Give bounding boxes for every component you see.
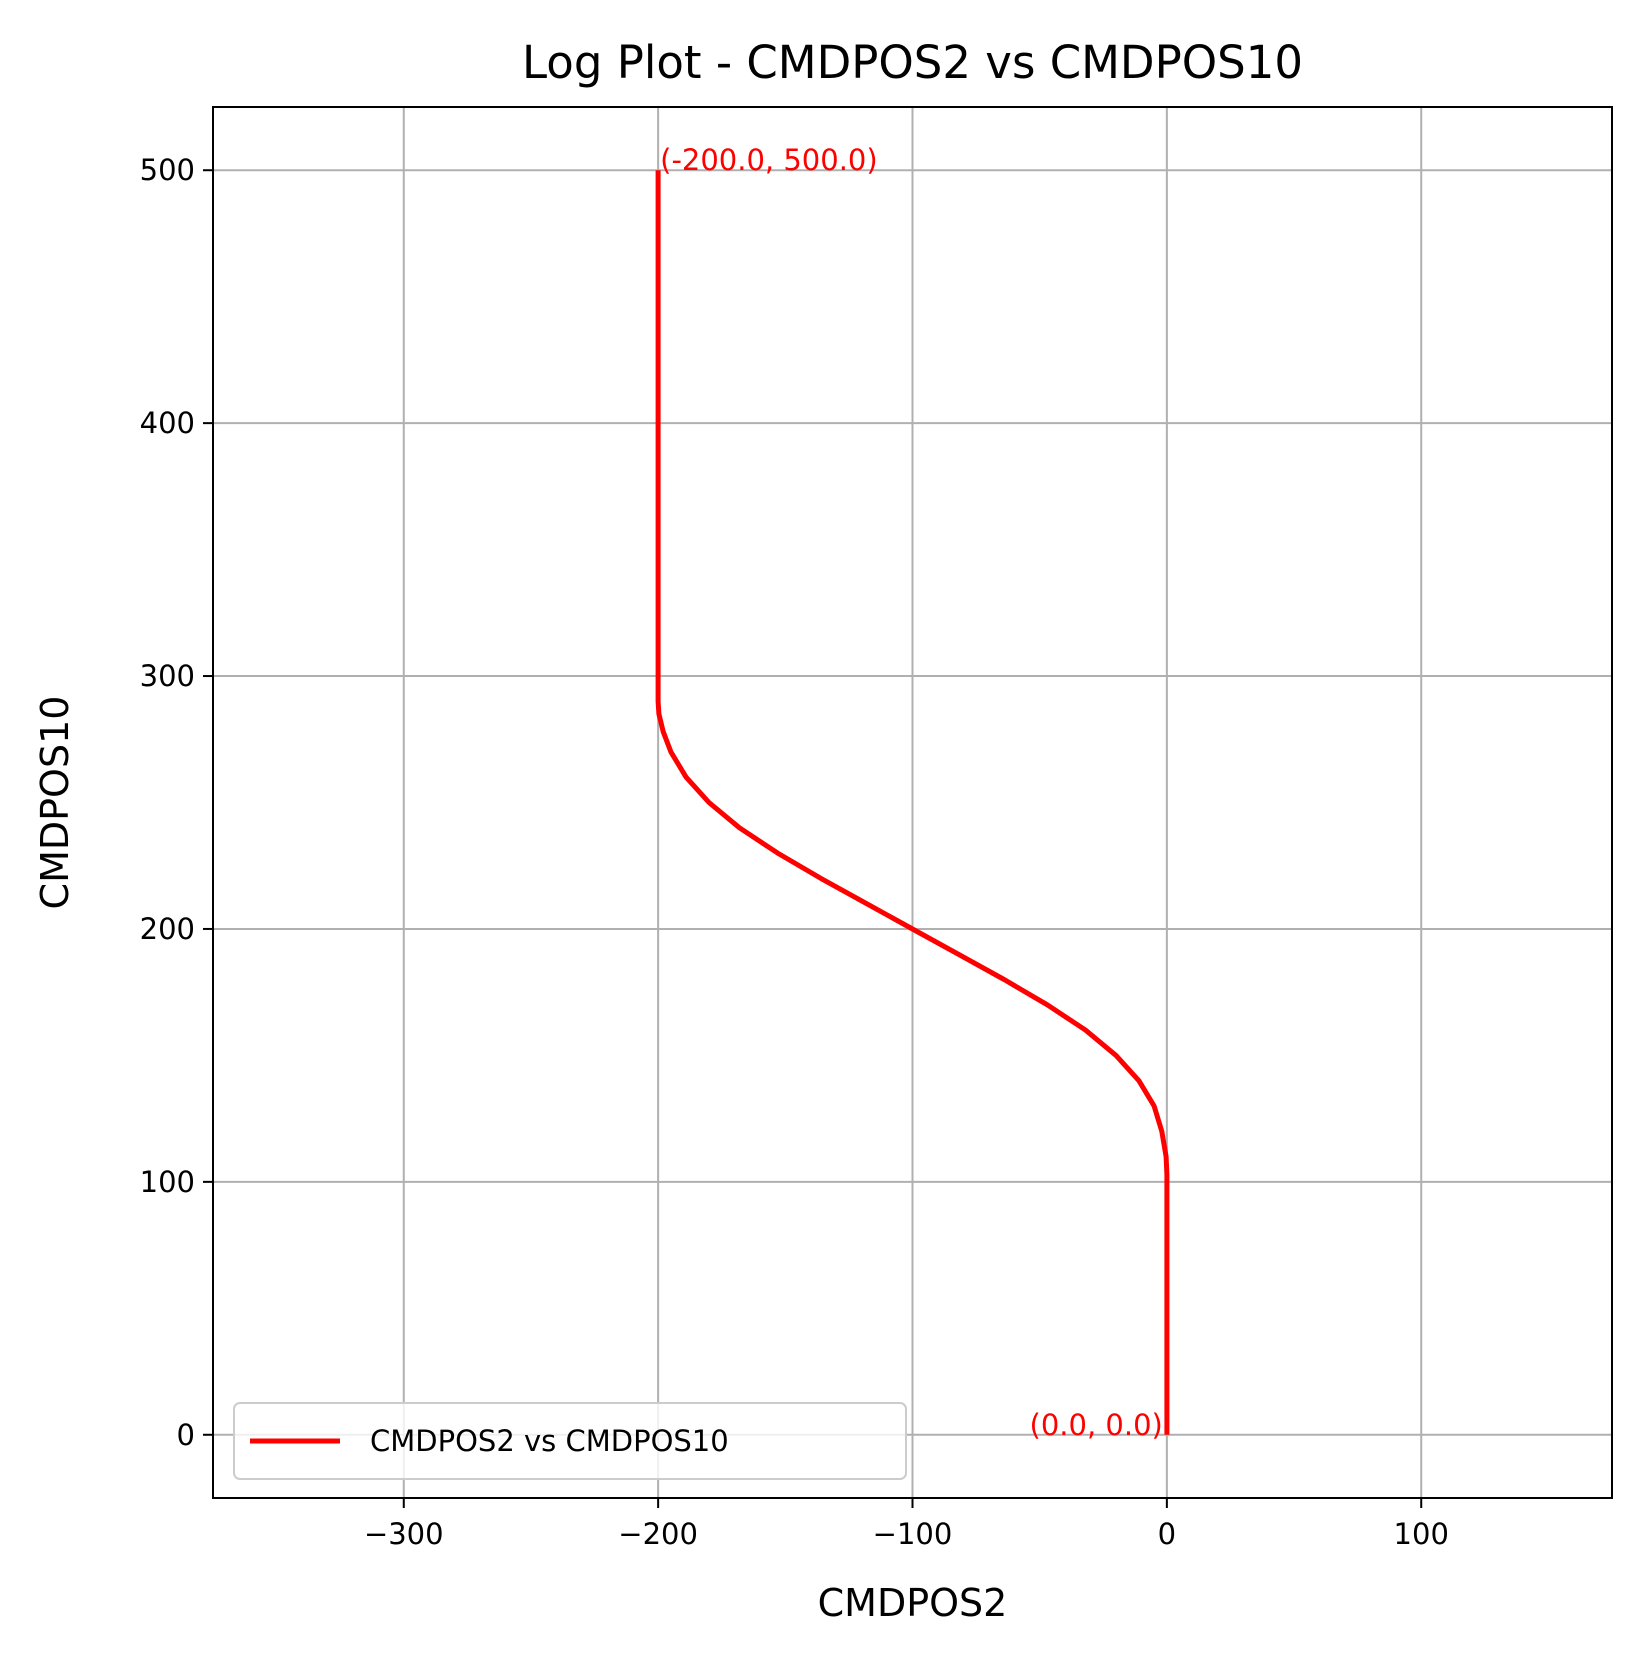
grid-layer bbox=[213, 107, 1612, 1498]
y-tick-label: 100 bbox=[140, 1165, 195, 1199]
annotation-layer: (-200.0, 500.0) (0.0, 0.0) bbox=[660, 143, 1163, 1442]
x-tick-label: −200 bbox=[618, 1517, 698, 1551]
ticks-layer: −300 −200 −100 0 100 0 100 200 300 400 500 bbox=[140, 153, 1449, 1551]
series-line bbox=[655, 170, 1170, 1435]
legend-entry-label: CMDPOS2 vs CMDPOS10 bbox=[370, 1424, 729, 1458]
x-tick-label: −100 bbox=[873, 1517, 953, 1551]
y-tick-label: 200 bbox=[140, 912, 195, 946]
point-annotation: (0.0, 0.0) bbox=[1030, 1408, 1163, 1442]
y-tick-label: 0 bbox=[177, 1418, 195, 1452]
x-axis-label: CMDPOS2 bbox=[818, 1581, 1008, 1625]
y-tick-label: 400 bbox=[140, 406, 195, 440]
legend-box bbox=[233, 1402, 907, 1480]
point-annotation: (-200.0, 500.0) bbox=[660, 143, 878, 177]
y-tick-label: 300 bbox=[140, 659, 195, 693]
series-layer bbox=[655, 170, 1170, 1435]
chart-title: Log Plot - CMDPOS2 vs CMDPOS10 bbox=[522, 36, 1303, 89]
y-tick-label: 500 bbox=[140, 153, 195, 187]
x-tick-label: 100 bbox=[1394, 1517, 1449, 1551]
y-axis-label: CMDPOS10 bbox=[33, 696, 77, 910]
x-tick-label: 0 bbox=[1158, 1517, 1176, 1551]
legend: CMDPOS2 vs CMDPOS10 bbox=[233, 1402, 907, 1480]
x-tick-label: −300 bbox=[364, 1517, 444, 1551]
